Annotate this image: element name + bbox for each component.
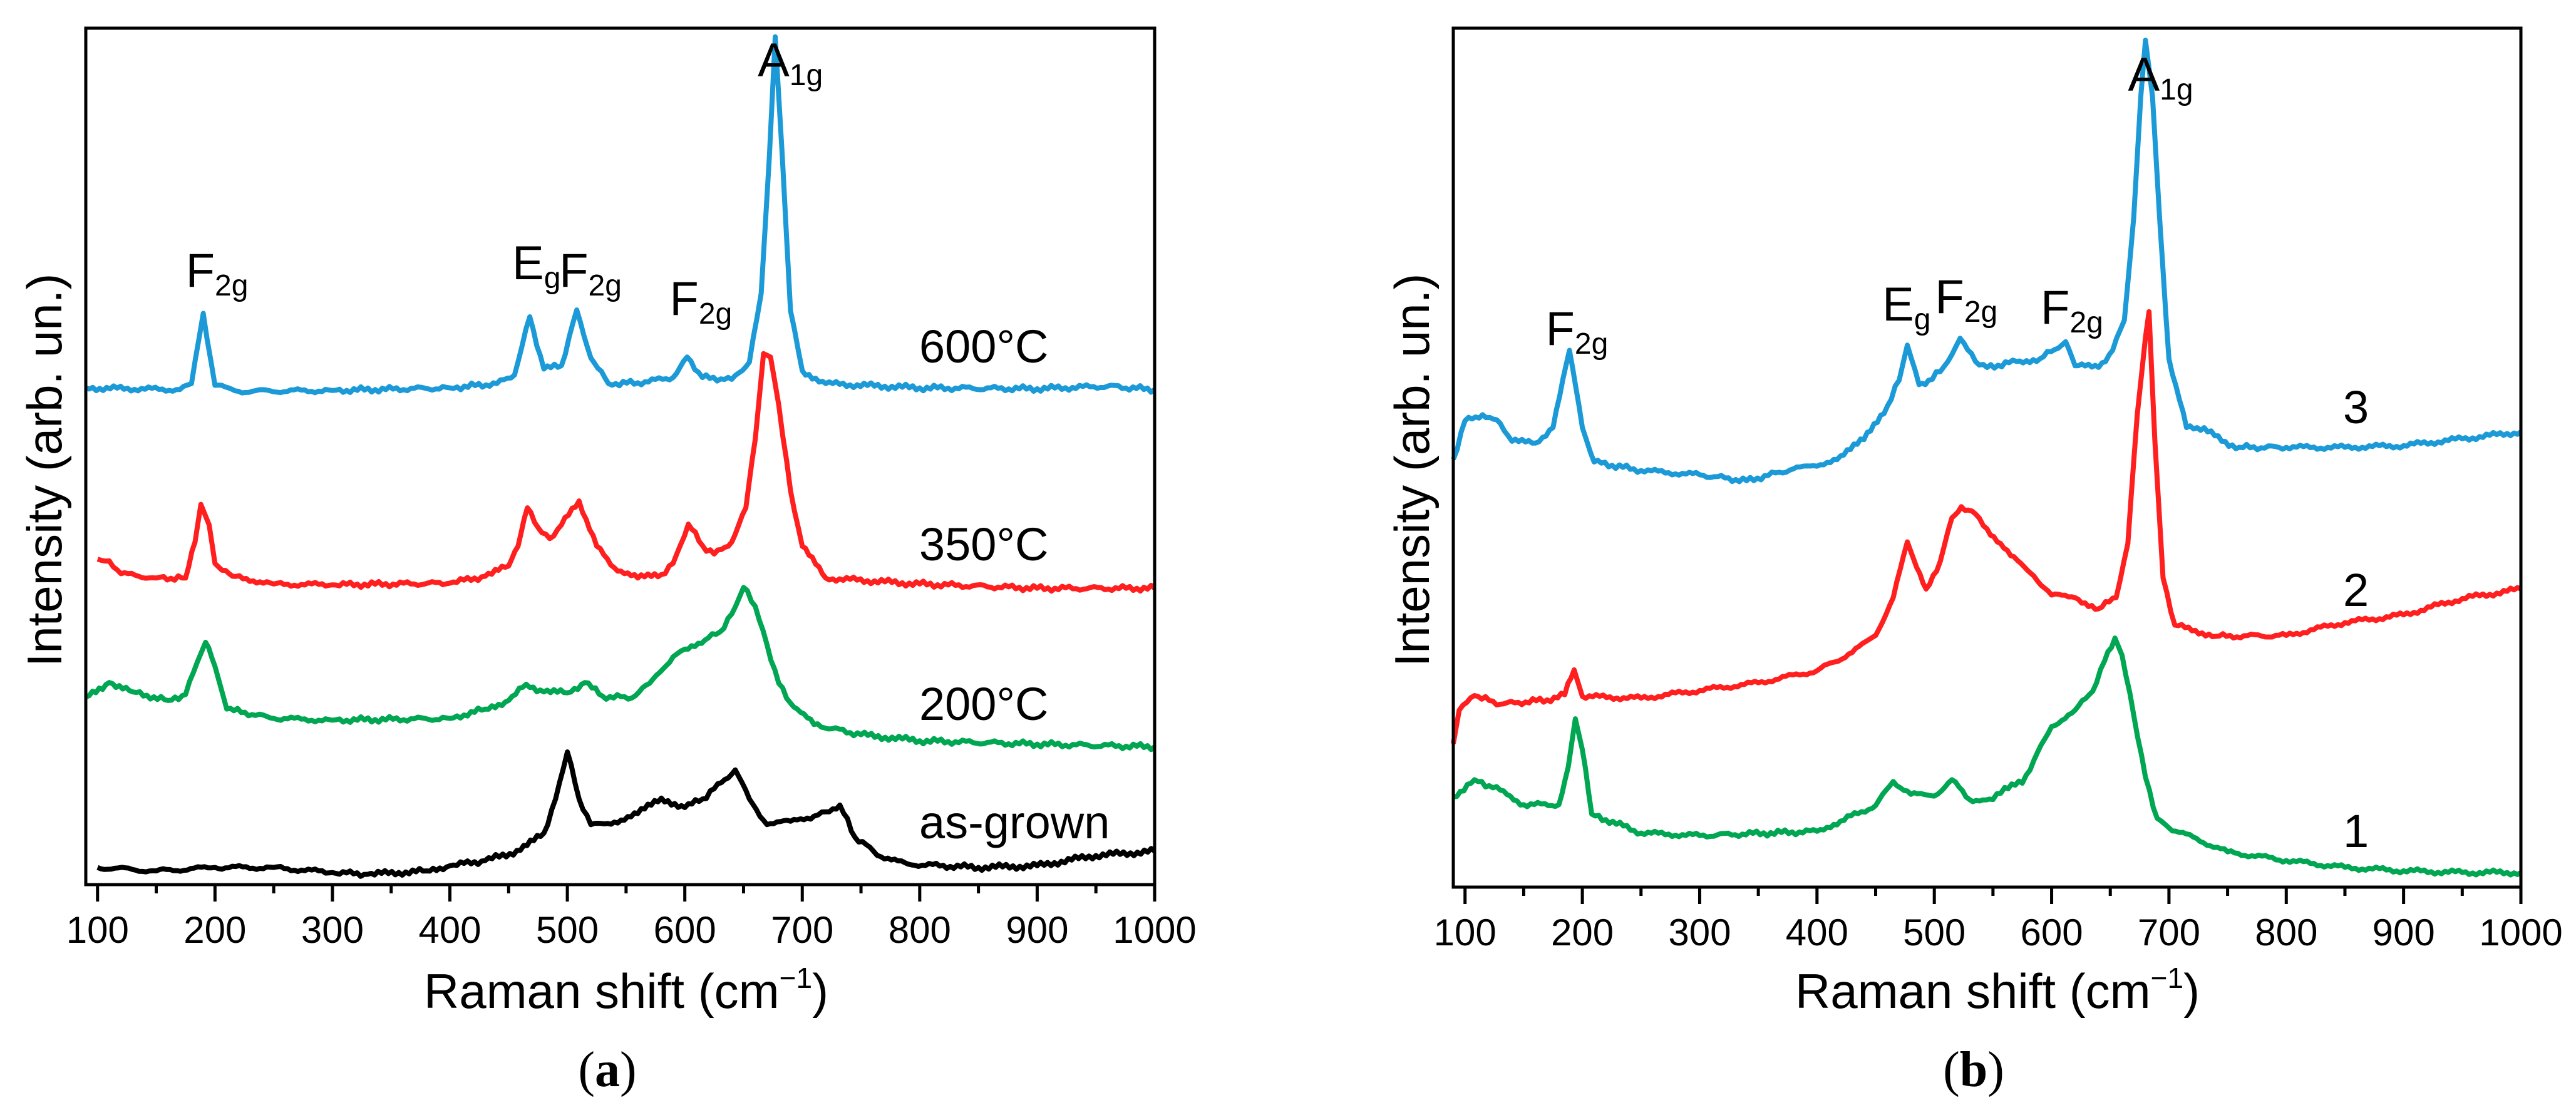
series-line-asgrown [96, 749, 1157, 879]
x-tick-label: 500 [1903, 912, 1965, 953]
x-tick-label: 300 [1668, 912, 1731, 953]
panel-b-curves [1451, 38, 2523, 878]
peak-label-eg: Eg [1882, 278, 1930, 336]
peak-label-f2g: F2g [1545, 302, 1608, 361]
peak-label-a1g: A1g [758, 34, 823, 92]
x-tick-label: 400 [1786, 912, 1848, 953]
x-tick-label: 1000 [2479, 912, 2562, 953]
series-label-3: 3 [2343, 381, 2369, 433]
x-tick-label: 600 [654, 909, 716, 951]
series-label-200C: 200°C [919, 678, 1049, 730]
panel-a-curves [85, 34, 1157, 879]
panel-a-x-ticks: 100 200 300 400 500 600 700 800 900 1000 [66, 885, 1197, 951]
panel-b-y-axis-title: Intensity (arb. un.) [1384, 274, 1440, 667]
series-label-350C: 350°C [919, 518, 1049, 570]
peak-label-a1g: A1g [2128, 48, 2193, 106]
panel-b-label: (b) [1943, 1042, 2004, 1097]
x-tick-label: 800 [2255, 912, 2317, 953]
panel-a-frame [84, 26, 1157, 886]
x-tick-label: 1000 [1113, 909, 1196, 951]
x-tick-label: 700 [771, 909, 833, 951]
x-tick-label: 200 [1551, 912, 1614, 953]
series-label-as-grown: as-grown [919, 796, 1110, 848]
x-tick-label: 300 [301, 909, 364, 951]
x-tick-label: 400 [418, 909, 481, 951]
series-label-600C: 600°C [919, 321, 1049, 373]
series-line-3 [1451, 38, 2523, 485]
series-line-350c [96, 351, 1157, 594]
peak-label-f2g: F2g [559, 244, 622, 302]
peak-label-f2g: F2g [2041, 281, 2103, 339]
peak-label-f2g: F2g [186, 244, 249, 302]
series-label-2: 2 [2343, 564, 2369, 616]
panel-b-frame [1451, 26, 2523, 889]
panel-a-x-axis-title: Raman shift (cm−1) [424, 962, 828, 1019]
x-tick-label: 600 [2020, 912, 2083, 953]
panel-a-y-axis-title: Intensity (arb. un.) [17, 274, 72, 667]
x-tick-label: 200 [183, 909, 246, 951]
x-tick-label: 700 [2138, 912, 2200, 953]
panel-b-x-ticks: 100 200 300 400 500 600 700 800 900 1000 [1434, 887, 2563, 953]
peak-label-eg: Eg [512, 237, 560, 295]
series-line-600c [85, 34, 1157, 396]
panel-b-x-axis-title: Raman shift (cm−1) [1795, 962, 2200, 1019]
x-tick-label: 900 [1006, 909, 1068, 951]
x-tick-label: 100 [66, 909, 129, 951]
peak-label-f2g: F2g [669, 272, 732, 331]
x-tick-label: 500 [536, 909, 599, 951]
x-tick-label: 100 [1434, 912, 1497, 953]
panel-a-chart: 100 200 300 400 500 600 700 800 900 1000 F2g EgF2g… [17, 26, 1197, 1097]
panel-a-label: (a) [578, 1042, 636, 1097]
series-line-2 [1451, 309, 2522, 744]
x-tick-label: 800 [889, 909, 951, 951]
x-tick-label: 900 [2372, 912, 2435, 953]
series-label-1: 1 [2343, 805, 2369, 857]
series-line-200c [85, 585, 1157, 753]
peak-label-f2g: F2g [1935, 270, 1997, 329]
series-line-1 [1453, 635, 2523, 878]
